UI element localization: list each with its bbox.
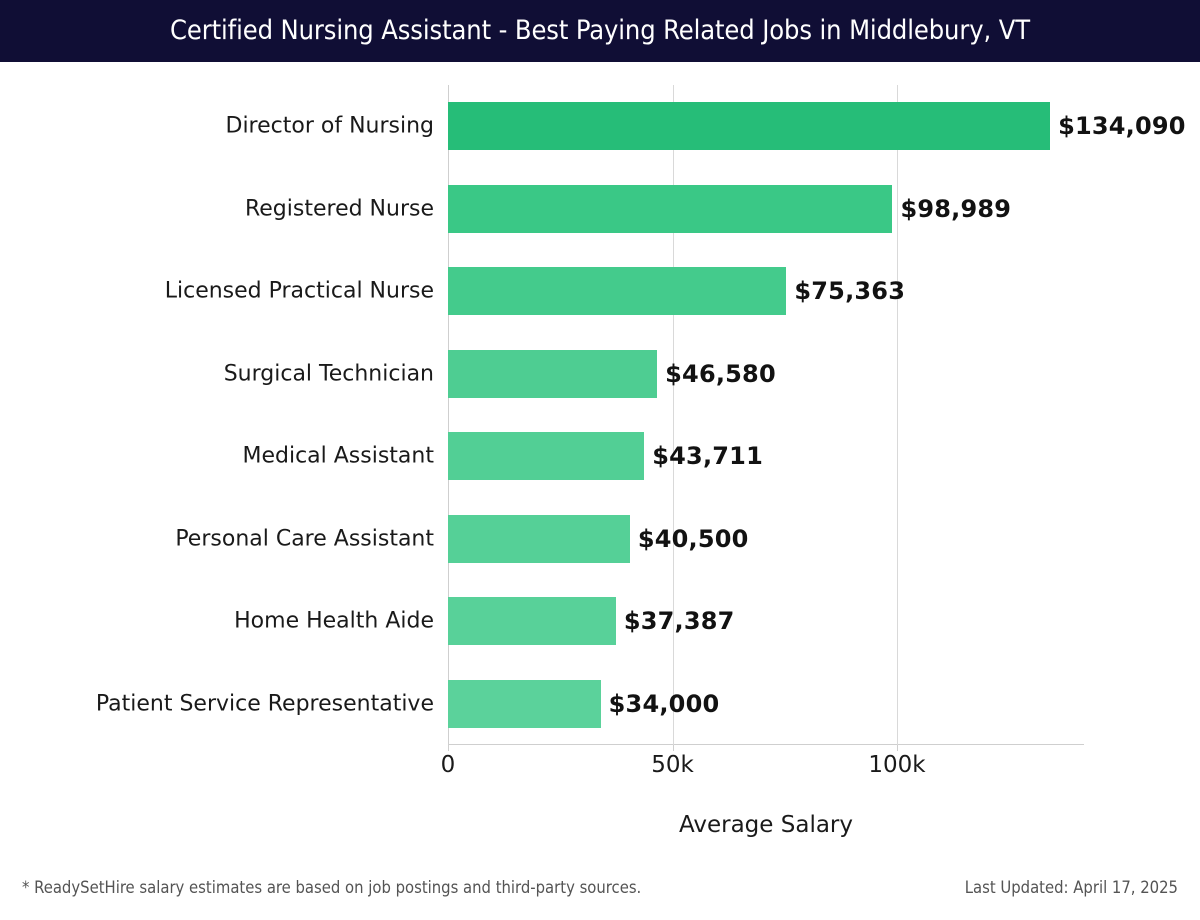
x-axis-tick-label: 0 [440,752,456,778]
bar-value-label: $98,989 [900,194,1012,223]
bar-row[interactable]: $46,580 [448,349,1084,398]
bar-value-label: $75,363 [794,277,906,306]
bar[interactable] [448,432,645,481]
bar-value-label: $40,500 [637,524,749,553]
bar-value-label: $46,580 [665,359,776,388]
y-axis-category-label: Patient Service Representative [95,691,434,717]
gridline [897,85,898,745]
x-axis-tick [897,745,898,751]
y-axis-spine [448,85,449,745]
y-axis-category-label: Home Health Aide [234,608,434,634]
footer-last-updated: Last Updated: April 17, 2025 [964,878,1178,897]
x-axis-tick [448,745,449,751]
bar[interactable] [448,184,893,233]
bar-value-label: $43,711 [652,442,763,471]
y-axis-category-label: Medical Assistant [242,443,434,469]
bar[interactable] [448,102,1051,151]
bar[interactable] [448,514,630,563]
bar[interactable] [448,597,616,646]
x-axis-title: Average Salary [678,812,853,838]
chart-container: $134,090 $98,989 $75,363 $46,580 $43,711 $40,… [0,62,1200,920]
gridline [672,85,674,745]
y-axis-category-label: Personal Care Assistant [175,526,434,552]
bar-row[interactable]: $34,000 [448,679,1084,728]
x-axis-spine [448,744,1084,745]
x-axis-tick-label: 100k [868,752,926,778]
x-axis-tick-label: 50k [651,752,694,778]
bar[interactable] [448,349,658,398]
bar-row[interactable]: $134,090 [448,102,1185,151]
header-bar: Certified Nursing Assistant - Best Payin… [0,0,1200,62]
chart-plot-area: $134,090 $98,989 $75,363 $46,580 $43,711 $40,… [448,85,1185,751]
y-axis-category-label: Director of Nursing [225,113,435,139]
y-axis-labels: Director of Nursing Registered Nurse Licen… [0,62,434,920]
bar-row[interactable]: $98,989 [448,184,1084,233]
bar-value-label: $37,387 [623,607,735,636]
y-axis-category-label: Licensed Practical Nurse [164,278,434,304]
y-axis-category-label: Surgical Technician [223,361,434,387]
bar-value-label: $34,000 [608,689,720,718]
bar[interactable] [448,267,787,316]
footer-disclaimer: * ReadySetHire salary estimates are base… [22,878,642,897]
bar-row[interactable]: $40,500 [448,514,1084,563]
page-title: Certified Nursing Assistant - Best Payin… [170,15,1030,46]
y-axis-category-label: Registered Nurse [244,196,434,222]
x-axis-tick [672,745,674,751]
bar-value-label: $134,090 [1058,112,1186,141]
bar-row[interactable]: $37,387 [448,597,1084,646]
bar[interactable] [448,679,601,728]
bar-row[interactable]: $75,363 [448,267,1084,316]
bar-row[interactable]: $43,711 [448,432,1084,481]
